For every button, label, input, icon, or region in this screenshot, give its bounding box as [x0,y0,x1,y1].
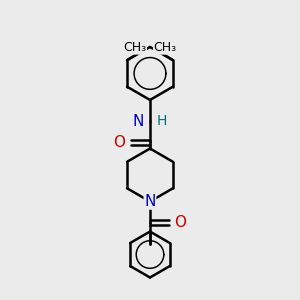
Text: N: N [132,114,143,129]
Text: O: O [174,215,186,230]
Text: H: H [157,114,167,128]
Text: CH₃: CH₃ [123,41,146,54]
Text: CH₃: CH₃ [154,41,177,54]
Text: N: N [144,194,156,209]
Text: O: O [114,135,126,150]
